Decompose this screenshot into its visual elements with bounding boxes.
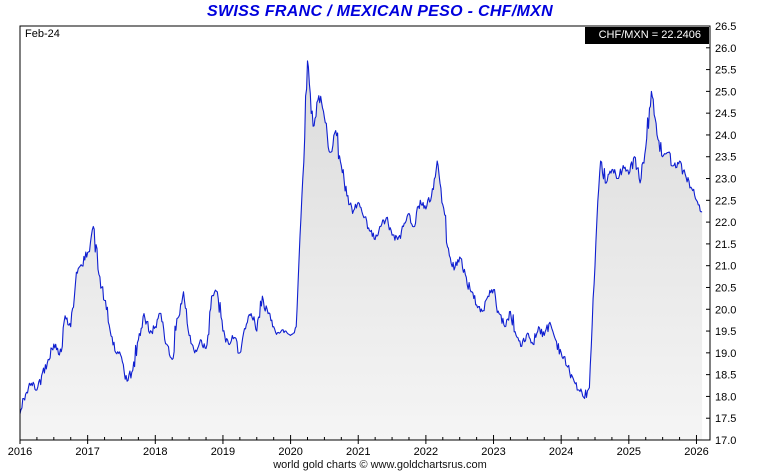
svg-text:24.5: 24.5 — [715, 108, 736, 120]
svg-text:22.0: 22.0 — [715, 217, 736, 229]
svg-text:19.5: 19.5 — [715, 326, 736, 338]
svg-text:23.0: 23.0 — [715, 174, 736, 186]
footer-credit: world gold charts © www.goldchartsrus.co… — [273, 459, 487, 471]
svg-text:2022: 2022 — [414, 446, 438, 458]
svg-text:26.5: 26.5 — [715, 21, 736, 33]
date-label: Feb-24 — [25, 28, 60, 40]
quote-badge: CHF/MXN = 22.2406 — [584, 27, 709, 44]
chart-title: SWISS FRANC / MEXICAN PESO - CHF/MXN — [207, 3, 553, 20]
svg-text:19.0: 19.0 — [715, 348, 736, 360]
svg-text:20.5: 20.5 — [715, 282, 736, 294]
svg-text:18.0: 18.0 — [715, 391, 736, 403]
svg-text:2020: 2020 — [278, 446, 302, 458]
svg-text:17.5: 17.5 — [715, 413, 736, 425]
svg-text:23.5: 23.5 — [715, 152, 736, 164]
svg-text:2024: 2024 — [549, 446, 573, 458]
svg-text:2016: 2016 — [8, 446, 32, 458]
svg-text:2021: 2021 — [346, 446, 370, 458]
svg-text:2026: 2026 — [684, 446, 708, 458]
svg-text:18.5: 18.5 — [715, 370, 736, 382]
svg-text:2017: 2017 — [75, 446, 99, 458]
svg-text:2023: 2023 — [481, 446, 505, 458]
svg-text:22.5: 22.5 — [715, 195, 736, 207]
svg-text:21.5: 21.5 — [715, 239, 736, 251]
svg-text:2019: 2019 — [211, 446, 235, 458]
svg-text:21.0: 21.0 — [715, 261, 736, 273]
svg-text:24.0: 24.0 — [715, 130, 736, 142]
svg-text:25.0: 25.0 — [715, 86, 736, 98]
svg-text:26.0: 26.0 — [715, 43, 736, 55]
svg-text:2018: 2018 — [143, 446, 167, 458]
svg-text:17.0: 17.0 — [715, 435, 736, 447]
svg-text:20.0: 20.0 — [715, 304, 736, 316]
svg-text:25.5: 25.5 — [715, 65, 736, 77]
svg-text:2025: 2025 — [617, 446, 641, 458]
